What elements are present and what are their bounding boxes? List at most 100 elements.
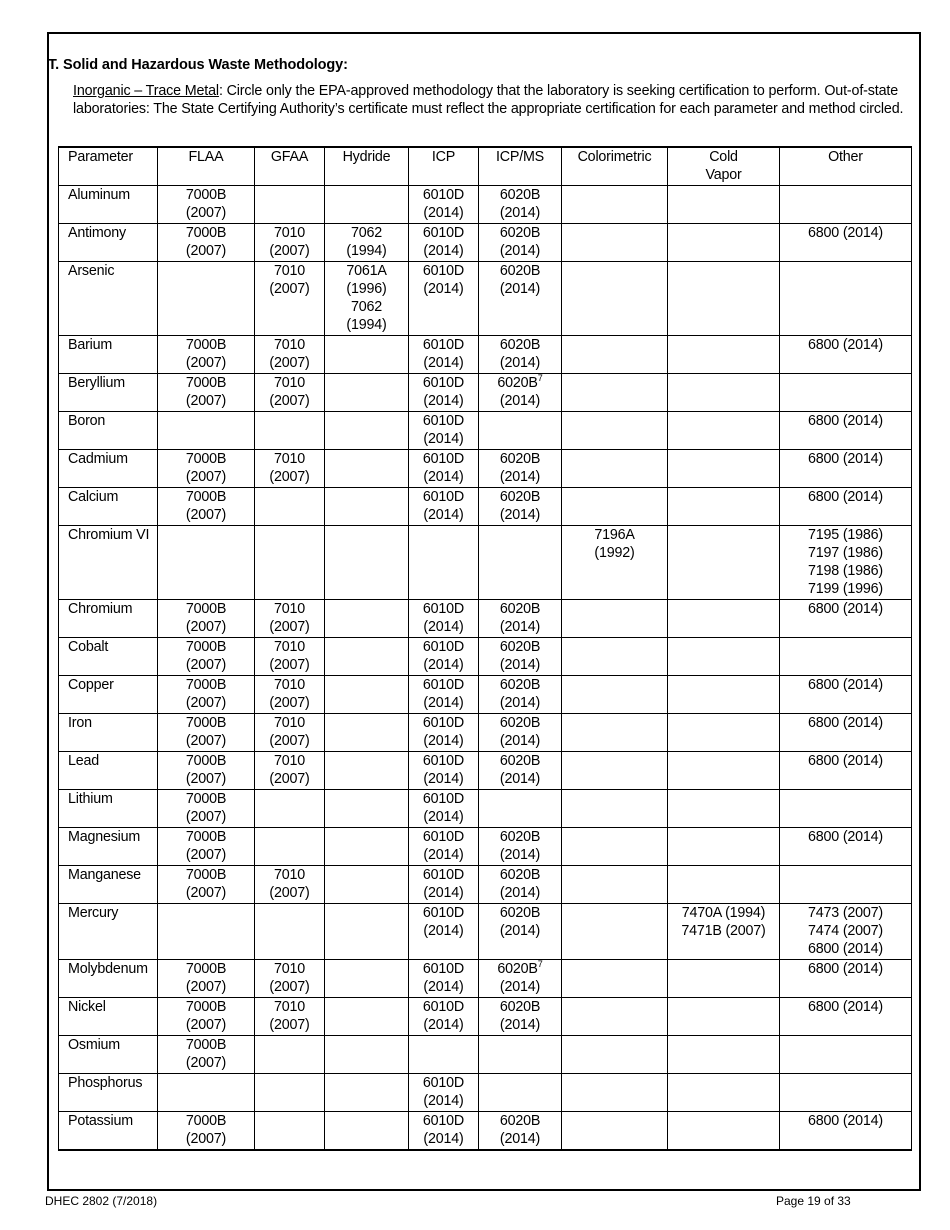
- method-cell[interactable]: 7010 (2007): [254, 751, 325, 790]
- method-cell[interactable]: 6800 (2014): [779, 449, 912, 488]
- method-cell[interactable]: 7010 (2007): [254, 449, 325, 488]
- method-cell[interactable]: 6800 (2014): [779, 1111, 912, 1151]
- method-cell[interactable]: [667, 637, 780, 676]
- method-cell[interactable]: [667, 959, 780, 998]
- method-cell[interactable]: [779, 865, 912, 904]
- method-cell[interactable]: [779, 1073, 912, 1112]
- method-cell[interactable]: 7000B (2007): [157, 997, 255, 1036]
- method-cell[interactable]: [561, 903, 668, 960]
- method-cell[interactable]: [561, 865, 668, 904]
- method-cell[interactable]: [157, 525, 255, 600]
- method-cell[interactable]: 6020B (2014): [478, 827, 562, 866]
- method-cell[interactable]: [254, 487, 325, 526]
- method-cell[interactable]: [667, 865, 780, 904]
- method-cell[interactable]: 6800 (2014): [779, 713, 912, 752]
- method-cell[interactable]: 6020B (2014): [478, 223, 562, 262]
- method-cell[interactable]: [324, 789, 409, 828]
- method-cell[interactable]: 7000B (2007): [157, 675, 255, 714]
- method-cell[interactable]: 7000B (2007): [157, 827, 255, 866]
- method-cell[interactable]: 7000B (2007): [157, 223, 255, 262]
- method-cell[interactable]: 6800 (2014): [779, 411, 912, 450]
- method-cell[interactable]: [779, 1035, 912, 1074]
- method-cell[interactable]: [561, 959, 668, 998]
- method-cell[interactable]: 6020B (2014): [478, 637, 562, 676]
- method-cell[interactable]: [779, 261, 912, 336]
- method-cell[interactable]: 7000B (2007): [157, 599, 255, 638]
- method-cell[interactable]: 7000B (2007): [157, 865, 255, 904]
- method-cell[interactable]: [667, 599, 780, 638]
- method-cell[interactable]: [561, 713, 668, 752]
- method-cell[interactable]: [667, 335, 780, 374]
- method-cell[interactable]: [667, 1073, 780, 1112]
- method-cell[interactable]: [254, 827, 325, 866]
- method-cell[interactable]: 7000B (2007): [157, 487, 255, 526]
- method-cell[interactable]: 7010 (2007): [254, 223, 325, 262]
- method-cell[interactable]: 7000B (2007): [157, 713, 255, 752]
- method-cell[interactable]: 6800 (2014): [779, 997, 912, 1036]
- method-cell[interactable]: 7010 (2007): [254, 261, 325, 336]
- method-cell[interactable]: [667, 713, 780, 752]
- method-cell[interactable]: 6010D (2014): [408, 713, 479, 752]
- method-cell[interactable]: [667, 997, 780, 1036]
- method-cell[interactable]: 6800 (2014): [779, 223, 912, 262]
- method-cell[interactable]: [561, 373, 668, 412]
- method-cell[interactable]: 7010 (2007): [254, 997, 325, 1036]
- method-cell[interactable]: [478, 789, 562, 828]
- method-cell[interactable]: 7000B (2007): [157, 789, 255, 828]
- method-cell[interactable]: [667, 373, 780, 412]
- method-cell[interactable]: [254, 1035, 325, 1074]
- method-cell[interactable]: 6020B7 (2014): [478, 373, 562, 412]
- method-cell[interactable]: [254, 1111, 325, 1151]
- method-cell[interactable]: 6010D (2014): [408, 261, 479, 336]
- method-cell[interactable]: [667, 789, 780, 828]
- method-cell[interactable]: 6010D (2014): [408, 373, 479, 412]
- method-cell[interactable]: [779, 185, 912, 224]
- method-cell[interactable]: 6010D (2014): [408, 599, 479, 638]
- method-cell[interactable]: 6010D (2014): [408, 637, 479, 676]
- method-cell[interactable]: 6020B (2014): [478, 997, 562, 1036]
- method-cell[interactable]: [478, 411, 562, 450]
- method-cell[interactable]: 6800 (2014): [779, 751, 912, 790]
- method-cell[interactable]: [324, 997, 409, 1036]
- method-cell[interactable]: [561, 487, 668, 526]
- method-cell[interactable]: [157, 411, 255, 450]
- method-cell[interactable]: [478, 1035, 562, 1074]
- method-cell[interactable]: [324, 1111, 409, 1151]
- method-cell[interactable]: 6010D (2014): [408, 411, 479, 450]
- method-cell[interactable]: [157, 1073, 255, 1112]
- method-cell[interactable]: [667, 1111, 780, 1151]
- method-cell[interactable]: [254, 789, 325, 828]
- method-cell[interactable]: 7195 (1986) 7197 (1986) 7198 (1986) 7199 (1…: [779, 525, 912, 600]
- method-cell[interactable]: 6800 (2014): [779, 959, 912, 998]
- method-cell[interactable]: [324, 411, 409, 450]
- method-cell[interactable]: [324, 903, 409, 960]
- method-cell[interactable]: [667, 223, 780, 262]
- method-cell[interactable]: 7000B (2007): [157, 1035, 255, 1074]
- method-cell[interactable]: 6020B (2014): [478, 865, 562, 904]
- method-cell[interactable]: [561, 599, 668, 638]
- method-cell[interactable]: [254, 411, 325, 450]
- method-cell[interactable]: [561, 185, 668, 224]
- method-cell[interactable]: 6020B (2014): [478, 903, 562, 960]
- method-cell[interactable]: 6800 (2014): [779, 827, 912, 866]
- method-cell[interactable]: [324, 751, 409, 790]
- method-cell[interactable]: 7010 (2007): [254, 599, 325, 638]
- method-cell[interactable]: [561, 223, 668, 262]
- method-cell[interactable]: [561, 751, 668, 790]
- method-cell[interactable]: 6010D (2014): [408, 997, 479, 1036]
- method-cell[interactable]: 7061A (1996) 7062 (1994): [324, 261, 409, 336]
- method-cell[interactable]: [324, 525, 409, 600]
- method-cell[interactable]: [561, 411, 668, 450]
- method-cell[interactable]: 7010 (2007): [254, 959, 325, 998]
- method-cell[interactable]: [157, 261, 255, 336]
- method-cell[interactable]: [324, 827, 409, 866]
- method-cell[interactable]: [667, 185, 780, 224]
- method-cell[interactable]: 7000B (2007): [157, 449, 255, 488]
- method-cell[interactable]: [561, 827, 668, 866]
- method-cell[interactable]: 6020B (2014): [478, 261, 562, 336]
- method-cell[interactable]: 7010 (2007): [254, 713, 325, 752]
- method-cell[interactable]: 6020B7 (2014): [478, 959, 562, 998]
- method-cell[interactable]: [324, 713, 409, 752]
- method-cell[interactable]: [157, 903, 255, 960]
- method-cell[interactable]: 6010D (2014): [408, 903, 479, 960]
